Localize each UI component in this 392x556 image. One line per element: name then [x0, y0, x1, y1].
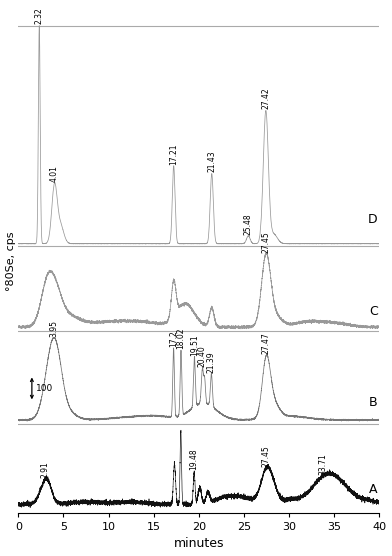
Y-axis label: °80Se, cps: °80Se, cps [5, 232, 16, 291]
Text: B: B [369, 396, 377, 409]
Text: 33.71: 33.71 [318, 454, 327, 475]
Text: 19.48: 19.48 [190, 448, 199, 470]
Text: 25.48: 25.48 [244, 213, 253, 235]
Text: 19.51: 19.51 [190, 335, 199, 356]
Text: 21.39: 21.39 [207, 351, 216, 373]
Text: 27.45: 27.45 [261, 231, 270, 253]
Text: 18.02: 18.02 [176, 327, 185, 349]
Text: 27.45: 27.45 [261, 445, 270, 467]
Text: 27.42: 27.42 [261, 88, 270, 110]
Text: D: D [368, 213, 377, 226]
Text: 3.95: 3.95 [49, 320, 58, 337]
Text: 17.21: 17.21 [169, 143, 178, 165]
X-axis label: minutes: minutes [174, 538, 224, 550]
Text: A: A [369, 483, 377, 496]
Text: 2.32: 2.32 [35, 8, 44, 24]
Text: 20.40: 20.40 [198, 345, 207, 367]
Text: 2.91: 2.91 [40, 461, 49, 478]
Text: C: C [369, 305, 377, 318]
Text: 4.01: 4.01 [50, 165, 59, 182]
Text: 27.47: 27.47 [262, 332, 271, 354]
Text: 21.43: 21.43 [207, 151, 216, 172]
Text: 100: 100 [36, 384, 53, 393]
Text: 17.2: 17.2 [169, 330, 178, 347]
